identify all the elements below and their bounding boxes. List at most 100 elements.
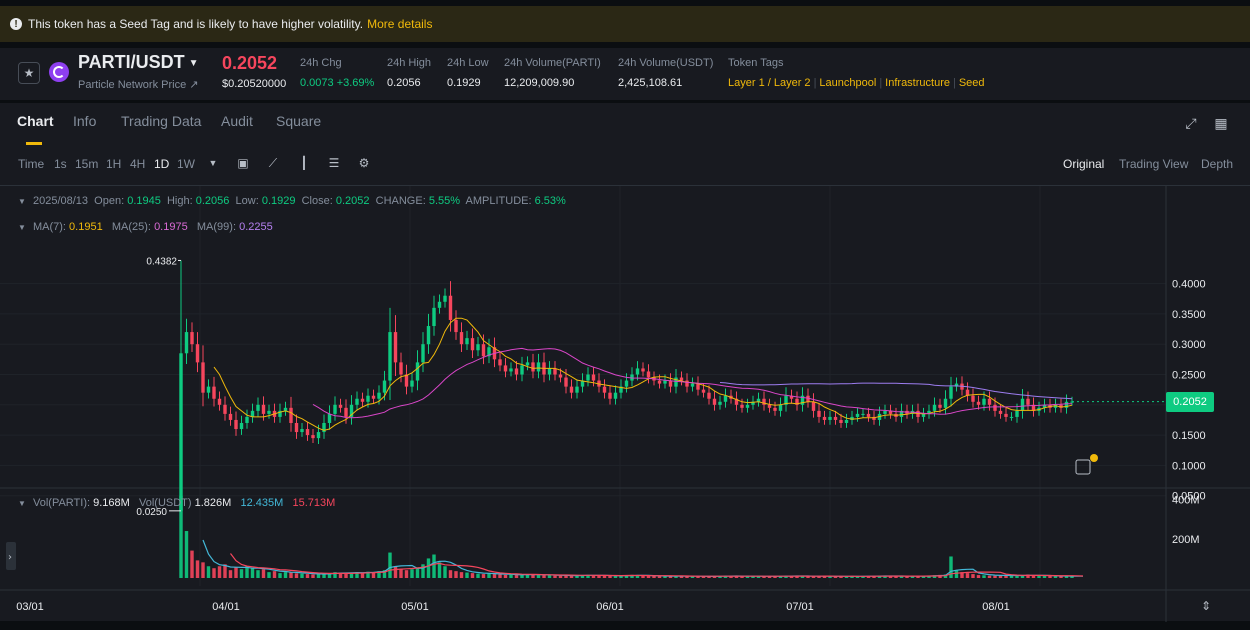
candle-body — [217, 398, 222, 405]
drawing-tools-icon[interactable]: ☰ — [328, 156, 340, 170]
candle-body — [998, 410, 1003, 414]
volume-bar — [481, 574, 486, 578]
volume-bar — [272, 571, 277, 578]
collapse-ma-icon[interactable]: ▼ — [18, 223, 26, 232]
volume-bar — [476, 573, 480, 578]
pair-selector[interactable]: PARTI/USDT ▼ — [78, 52, 199, 73]
token-tag[interactable]: Infrastructure — [885, 77, 950, 89]
candle-body — [1026, 398, 1030, 405]
more-intervals-icon[interactable]: ▼ — [208, 158, 218, 168]
volume-bar — [1020, 575, 1025, 578]
interval-1d[interactable]: 1D — [154, 157, 170, 171]
stat-label: 24h High — [387, 57, 432, 69]
candle-body — [745, 404, 750, 408]
interval-4h[interactable]: 4H — [130, 157, 146, 171]
tab-chart[interactable]: Chart — [17, 113, 54, 145]
calendar-icon[interactable]: ▣ — [237, 156, 249, 170]
candle-body — [234, 419, 238, 430]
volume-bar — [212, 568, 216, 578]
token-tag[interactable]: Seed — [958, 77, 985, 89]
candle-body — [498, 359, 502, 366]
interval-1s[interactable]: 1s — [54, 157, 67, 171]
candle-body — [415, 362, 420, 381]
low-value: 0.1929 — [261, 195, 296, 207]
candlestick-chart[interactable]: 0.05000.10000.15000.20000.25000.30000.35… — [0, 186, 1250, 622]
candle-body — [245, 416, 249, 423]
interval-1h[interactable]: 1H — [106, 157, 122, 171]
tab-info[interactable]: Info — [73, 113, 97, 129]
interval-1w[interactable]: 1W — [177, 157, 195, 171]
candle-body — [701, 389, 706, 393]
ma25-line — [312, 347, 1073, 419]
volume-bar — [305, 574, 310, 578]
pair-name: PARTI/USDT — [78, 52, 185, 72]
collapse-icon[interactable]: ▼ — [18, 197, 26, 206]
close-value: 0.2052 — [335, 195, 370, 207]
token-tag[interactable]: Layer 1 / Layer 2 — [728, 77, 811, 89]
collapse-volume-icon[interactable]: ▼ — [18, 499, 26, 508]
volume-bar — [190, 550, 194, 578]
volume-bar — [542, 575, 546, 578]
candle-body — [366, 395, 370, 402]
tab-audit[interactable]: Audit — [221, 113, 253, 129]
interval-15m[interactable]: 15m — [75, 157, 99, 171]
volume-bar — [531, 574, 535, 578]
candle-body — [349, 404, 354, 417]
candle-body — [344, 407, 348, 417]
volume-bar — [432, 554, 436, 578]
volume-bar — [1048, 576, 1052, 578]
candle-body — [190, 332, 194, 345]
candle-type-icon[interactable]: ┃ — [300, 156, 308, 170]
volume-bar — [635, 575, 640, 578]
volume-bar — [569, 575, 574, 578]
volume-bar — [217, 566, 222, 578]
axis-scale-icon: ⇕ — [1201, 599, 1211, 613]
token-tag[interactable]: Launchpool — [819, 77, 877, 89]
candle-body — [685, 380, 689, 387]
volume-bar — [575, 575, 579, 578]
low-label: Low: — [235, 195, 259, 207]
volume-bar — [987, 575, 992, 578]
chart-area[interactable]: 0.05000.10000.15000.20000.25000.30000.35… — [0, 185, 1250, 622]
volume-tick-label: 400M — [1172, 495, 1200, 507]
settings-gear-icon[interactable]: ⚙ — [358, 156, 370, 170]
candle-body — [811, 401, 816, 411]
interval-time[interactable]: Time — [18, 157, 45, 171]
layout-grid-icon[interactable]: ▦ — [1214, 115, 1228, 131]
candle-body — [228, 413, 233, 420]
candle-body — [520, 365, 524, 375]
favorite-star-icon[interactable]: ★ — [18, 62, 40, 84]
candle-body — [723, 395, 728, 402]
candle-body — [987, 398, 992, 405]
candle-body — [932, 404, 937, 411]
volume-bar — [872, 576, 876, 578]
volume-bar — [712, 576, 717, 578]
tab-square[interactable]: Square — [276, 113, 322, 129]
tab-trading-data[interactable]: Trading Data — [121, 113, 202, 129]
candle-body — [476, 344, 480, 351]
candle-body — [861, 413, 865, 415]
volume-bar — [740, 576, 744, 578]
more-details-link[interactable]: More details — [367, 17, 433, 31]
candle-body — [740, 404, 744, 408]
candle-body — [410, 380, 414, 387]
y-tick-label: 0.4000 — [1172, 279, 1206, 291]
volume-bar — [591, 575, 596, 578]
view-depth[interactable]: Depth — [1201, 157, 1234, 171]
candle-body — [371, 395, 376, 399]
candle-body — [1059, 404, 1063, 408]
stat-1: 24h High 0.2056 — [387, 57, 431, 89]
fullscreen-icon[interactable]: ⤢ — [1185, 115, 1197, 131]
view-original[interactable]: Original — [1063, 157, 1105, 171]
seed-tag-banner: ! This token has a Seed Tag and is likel… — [0, 6, 1250, 42]
candle-body — [641, 368, 645, 372]
volume-bar — [800, 576, 805, 578]
indicator-icon[interactable]: ⟋ — [268, 156, 278, 170]
view-trading-view[interactable]: Trading View — [1119, 157, 1189, 171]
volume-bar — [514, 575, 519, 578]
volume-bar — [861, 576, 865, 578]
project-price-link[interactable]: Particle Network Price ↗ — [78, 79, 199, 91]
volume-bar — [278, 573, 282, 578]
x-tick-label: 07/01 — [786, 601, 814, 613]
caret-down-icon: ▼ — [188, 57, 199, 69]
